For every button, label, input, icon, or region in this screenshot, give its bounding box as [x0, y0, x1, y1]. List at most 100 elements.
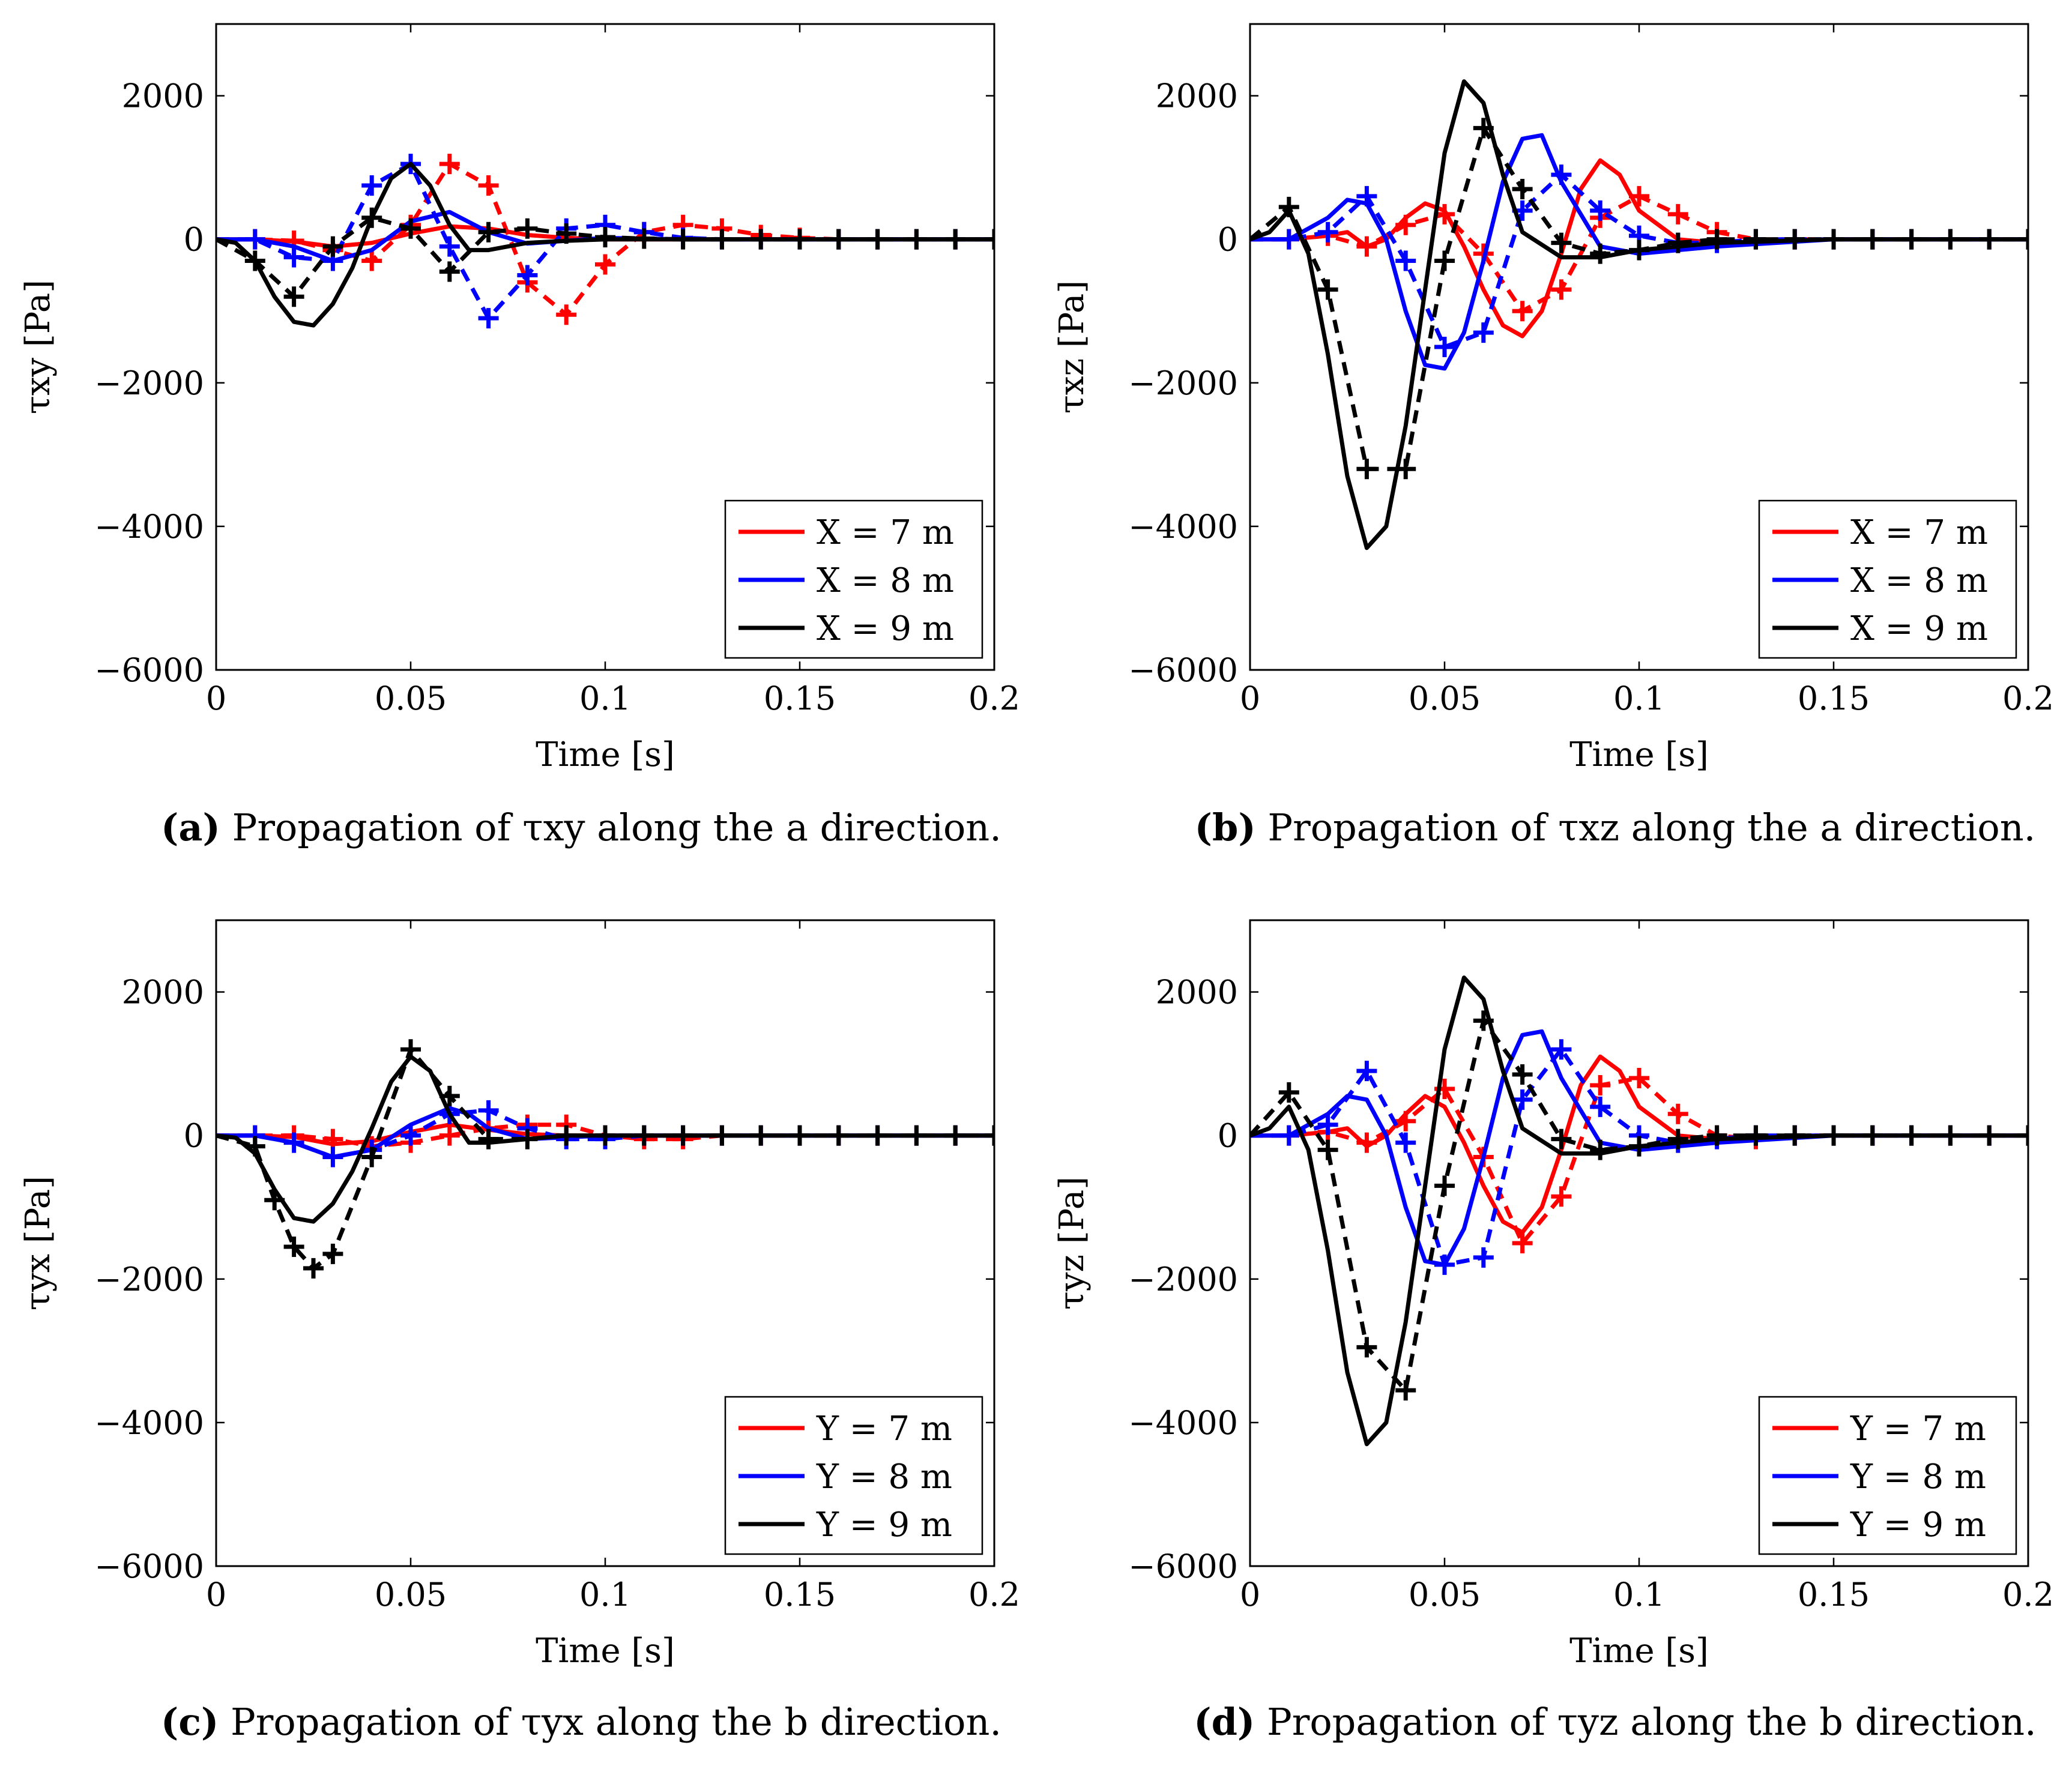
x-tick-label: 0.15	[1798, 680, 1870, 717]
data-point-marker	[1512, 178, 1533, 199]
x-tick-label: 0	[1240, 680, 1260, 717]
y-tick-label: −6000	[94, 651, 204, 689]
data-point-marker	[867, 1125, 888, 1146]
x-axis-label: Time [s]	[1569, 735, 1709, 774]
data-point-marker	[1473, 118, 1494, 139]
data-point-marker	[303, 1258, 324, 1279]
data-point-marker	[283, 1236, 304, 1257]
y-axis-label: τyx [Pa]	[19, 1176, 58, 1310]
data-point-marker	[1940, 1125, 1961, 1146]
legend-entry: Y = 7 m	[816, 1409, 952, 1448]
data-point-marker	[478, 1129, 499, 1150]
data-point-marker	[867, 229, 888, 250]
legend-entry: Y = 8 m	[1850, 1457, 1986, 1496]
y-tick-label: −4000	[1128, 508, 1238, 546]
data-point-marker	[1434, 337, 1455, 357]
data-point-marker	[945, 229, 966, 250]
data-point-marker	[711, 1125, 732, 1146]
data-point-marker	[751, 229, 772, 250]
legend: X = 7 m X = 8 m X = 9 m	[1758, 499, 2017, 659]
data-point-marker	[1784, 1125, 1805, 1146]
data-point-marker	[1278, 196, 1299, 217]
x-tick-label: 0.2	[968, 1576, 1020, 1614]
data-point-marker	[1395, 459, 1416, 480]
figure-caption: (d) Propagation of τyz along the b direc…	[1194, 1700, 2037, 1744]
data-point-marker	[1551, 164, 1572, 185]
caption-text: Propagation of τxy along the a direction…	[232, 806, 1001, 849]
data-point-marker	[478, 1100, 499, 1121]
data-point-marker	[633, 1125, 654, 1146]
caption-text: Propagation of τxz along the a direction…	[1267, 806, 2035, 849]
data-point-marker	[517, 265, 538, 286]
y-tick-label: 2000	[1156, 77, 1238, 115]
y-tick-label: −2000	[94, 1261, 204, 1298]
x-tick-label: 0.1	[1613, 1576, 1665, 1614]
data-point-marker	[1862, 1125, 1883, 1146]
data-point-marker	[633, 228, 654, 249]
x-tick-label: 0.05	[1409, 680, 1481, 717]
data-point-marker	[1473, 1010, 1494, 1031]
data-point-marker	[1901, 1125, 1922, 1146]
x-tick-label: 0	[1240, 1576, 1260, 1614]
data-point-marker	[1823, 1125, 1844, 1146]
data-point-marker	[1434, 250, 1455, 271]
figure-caption: (c) Propagation of τyx along the b direc…	[161, 1700, 1001, 1744]
y-tick-label: −4000	[1128, 1404, 1238, 1442]
data-point-marker	[1395, 214, 1416, 235]
y-axis-label: τxy [Pa]	[19, 280, 58, 414]
legend-entry: X = 9 m	[817, 609, 954, 648]
y-tick-label: 0	[184, 221, 204, 259]
data-point-marker	[828, 229, 849, 250]
data-point-marker	[1706, 229, 1727, 250]
legend: Y = 7 m Y = 8 m Y = 9 m	[724, 1396, 983, 1555]
data-point-marker	[517, 218, 538, 239]
data-point-marker	[478, 308, 499, 329]
data-point-marker	[1551, 232, 1572, 253]
series-line-3	[216, 1108, 994, 1159]
chart-panel-b: 0 0.05 0.1 0.15 0.2 2000 0 −2000 −4000 −6000 Time …	[1053, 23, 2054, 849]
data-point-marker	[556, 304, 577, 325]
data-point-marker	[439, 236, 460, 257]
data-point-marker	[1512, 1089, 1533, 1110]
data-point-marker	[1629, 240, 1649, 261]
x-tick-label: 0.15	[764, 680, 836, 717]
data-point-marker	[283, 286, 304, 307]
data-point-marker	[1629, 1136, 1649, 1157]
data-point-marker	[400, 1039, 421, 1060]
x-tick-label: 0.1	[579, 1576, 631, 1614]
caption-label: (a)	[161, 806, 220, 849]
chart-panel-d: 0 0.05 0.1 0.15 0.2 2000 0 −2000 −4000 −6000 Time …	[1053, 919, 2054, 1744]
caption-label: (c)	[161, 1700, 219, 1744]
data-point-marker	[2018, 1125, 2028, 1146]
data-point-marker	[1784, 229, 1805, 250]
data-point-marker	[1395, 1380, 1416, 1401]
data-point-marker	[790, 229, 810, 250]
x-tick-label: 0.1	[1613, 680, 1665, 717]
data-point-marker	[1317, 221, 1338, 243]
data-point-marker	[1551, 1186, 1572, 1207]
data-point-marker	[361, 175, 382, 196]
data-point-marker	[595, 1125, 615, 1146]
data-point-marker	[1901, 229, 1922, 250]
y-tick-label: −2000	[1128, 1261, 1238, 1298]
series-line-4	[216, 161, 994, 328]
data-point-marker	[1590, 1096, 1611, 1117]
data-point-marker	[1551, 279, 1572, 300]
data-point-marker	[1590, 1074, 1611, 1095]
data-point-marker	[672, 1125, 693, 1146]
x-tick-label: 0.2	[2002, 1576, 2054, 1614]
caption-text: Propagation of τyx along the b direction…	[231, 1700, 1001, 1744]
data-point-marker	[439, 1125, 460, 1146]
data-point-marker	[1356, 1132, 1377, 1153]
y-tick-label: 2000	[122, 77, 204, 115]
data-point-marker	[361, 1147, 382, 1168]
data-point-marker	[1745, 229, 1766, 250]
data-point-marker	[478, 221, 499, 243]
y-tick-label: −6000	[1128, 651, 1238, 689]
caption-text: Propagation of τyz along the b direction…	[1267, 1700, 2037, 1744]
data-point-marker	[1356, 1061, 1377, 1082]
data-point-marker	[1512, 301, 1533, 322]
data-point-marker	[1356, 236, 1377, 257]
x-tick-label: 0.05	[1409, 1576, 1481, 1614]
